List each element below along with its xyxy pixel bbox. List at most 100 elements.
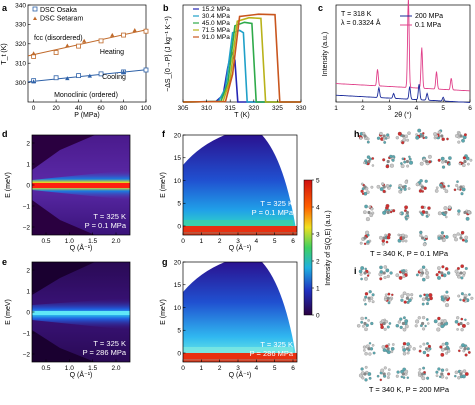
atom (445, 215, 448, 219)
atom (415, 182, 420, 187)
atom (385, 164, 390, 169)
atom (416, 273, 419, 277)
atom (459, 134, 463, 138)
atom (385, 268, 390, 273)
atom (463, 210, 467, 215)
atom (414, 324, 418, 328)
atom (402, 376, 406, 379)
atom (364, 316, 368, 320)
x-tick-label: 0 (32, 105, 36, 112)
x-axis-label-f: Q (Å⁻¹) (229, 243, 252, 252)
atom (383, 366, 387, 370)
atom (395, 374, 399, 378)
molecule (454, 369, 469, 380)
molecule (437, 205, 452, 219)
y-tick-label: 20 (174, 259, 182, 266)
data-point-triangle (132, 28, 137, 33)
atom (457, 376, 461, 380)
panel-letter-i: i (354, 266, 357, 276)
axes-frame-c (335, 4, 471, 103)
atom (422, 366, 426, 370)
atom (437, 367, 441, 371)
data-point-triangle (87, 73, 93, 78)
atom (376, 136, 381, 140)
atom (406, 164, 410, 168)
x-tick-label: 305 (178, 105, 189, 112)
atom (399, 188, 403, 191)
x-tick-label: 20 (52, 105, 60, 112)
atom (387, 292, 391, 296)
atom (461, 187, 466, 192)
atom (467, 351, 471, 354)
atom (370, 207, 374, 211)
atom (461, 238, 465, 242)
atom (382, 210, 387, 215)
atom (391, 343, 395, 346)
atom (444, 347, 448, 351)
panel-a: a 300 310 320 330 340 0 20 40 60 80 100 T_t (K) P… (1, 2, 152, 119)
y-tick-label: 10 (174, 178, 182, 185)
x-tick-label: 1.5 (88, 365, 97, 372)
atom (425, 159, 429, 164)
x-tick-label: 0 (181, 365, 185, 372)
atom (425, 271, 430, 276)
x-tick-label: 4 (255, 365, 259, 372)
atom (404, 234, 408, 239)
atom (383, 265, 387, 269)
colorbar-tick-label: 2 (316, 258, 320, 265)
molecule (419, 154, 433, 166)
data-point-square (143, 28, 149, 34)
x-tick-label: 0.5 (41, 365, 50, 372)
x-tick-label: 2 (361, 105, 365, 112)
y-tick-label: 0 (177, 223, 181, 230)
atom (372, 351, 376, 355)
x-ticks-f: 0 1 2 3 4 5 6 (181, 232, 295, 245)
panel-letter-f: f (162, 129, 166, 139)
atom (460, 264, 465, 269)
atom (459, 321, 463, 326)
y-tick-label: −2 (23, 224, 31, 231)
x-tick-label: 1 (334, 105, 338, 112)
atom (421, 236, 425, 240)
atom (363, 134, 367, 138)
legend-label: 91.0 MPa (202, 34, 230, 41)
atom (424, 179, 428, 183)
molecule (437, 231, 449, 243)
atom (363, 298, 367, 302)
molecule (376, 366, 391, 382)
atom (460, 192, 464, 196)
atom (458, 132, 461, 136)
atom (388, 322, 392, 325)
atom (382, 137, 386, 141)
atom (441, 265, 445, 269)
atom (424, 235, 428, 239)
atom (459, 298, 462, 302)
atom (457, 294, 461, 298)
atom (392, 209, 396, 213)
atom (389, 184, 392, 188)
atom (442, 319, 447, 323)
atom (419, 345, 422, 348)
atom (364, 159, 368, 163)
molecule (363, 155, 375, 167)
y-tick-label: 1 (26, 161, 30, 168)
atom (435, 186, 439, 190)
atom (380, 368, 385, 373)
legend-label: 71.5 MPa (202, 27, 230, 34)
atom (384, 208, 388, 212)
data-point-triangle (31, 79, 36, 84)
panel-letter-b: b (163, 3, 169, 13)
molecule (439, 341, 451, 357)
atom (389, 154, 393, 158)
atom (407, 131, 411, 135)
x-tick-label: 310 (201, 105, 212, 112)
atom (437, 276, 441, 280)
atom (446, 349, 451, 353)
molecule (400, 291, 414, 304)
atom (404, 319, 409, 324)
label-fcc: fcc (disordered) (34, 35, 83, 42)
annotation-temperature-c: T = 318 K (341, 11, 372, 18)
atom (369, 213, 374, 218)
atom (423, 238, 426, 242)
atom (402, 367, 407, 372)
